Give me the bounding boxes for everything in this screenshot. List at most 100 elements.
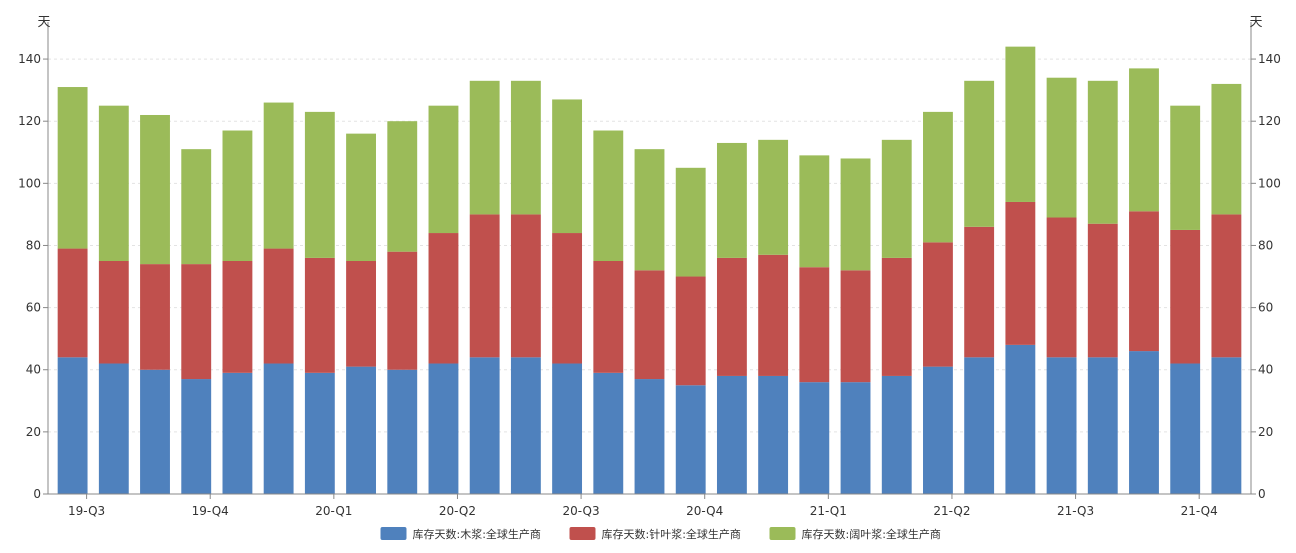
bar-segment-series-3 [552,99,583,234]
bar-segment-series-3 [387,121,418,252]
bar-segment-series-3 [469,80,500,215]
bar-segment-series-2 [840,270,871,383]
bar-segment-series-3 [964,80,995,227]
y-tick-label-right: 0 [1258,487,1266,501]
y-tick-label-left: 40 [26,363,41,377]
bar-segment-series-1 [510,357,541,494]
bar-segment-series-2 [304,257,335,373]
bar-segment-series-1 [552,363,583,494]
bar-segment-series-1 [1046,357,1077,494]
bar-segment-series-2 [964,226,995,358]
x-tick-label: 19-Q3 [68,504,105,518]
bar-segment-series-2 [593,261,624,373]
bar-segment-series-2 [1005,201,1036,345]
bar-segment-series-1 [1087,357,1118,494]
bar-segment-series-1 [840,382,871,494]
bar-segment-series-3 [181,149,212,265]
x-tick-label: 19-Q4 [192,504,229,518]
legend-label: 库存天数:木浆:全球生产商 [413,527,541,541]
y-tick-label-right: 100 [1258,176,1281,190]
bar-segment-series-3 [1005,46,1036,202]
y-axis-unit-right: 天 [1249,15,1262,30]
bar-segment-series-2 [222,261,253,373]
bar-segment-series-3 [98,105,129,261]
bar-segment-series-2 [1046,217,1077,358]
bar-segment-series-2 [552,233,583,364]
bar-segment-series-1 [758,375,789,494]
bar-segment-series-1 [263,363,294,494]
bar-segment-series-2 [140,264,170,370]
bar-segment-series-3 [510,80,541,215]
bar-segment-series-1 [140,369,170,494]
legend-swatch [569,527,596,540]
bar-segment-series-1 [222,372,253,494]
bar-segment-series-1 [1170,363,1201,494]
y-tick-label-left: 100 [18,176,41,190]
bar-segment-series-1 [428,363,459,494]
x-tick-label: 21-Q4 [1181,504,1218,518]
bar-segment-series-2 [181,264,212,380]
bar-segment-series-3 [428,105,459,234]
bar-segment-series-1 [181,379,212,494]
bar-segment-series-1 [387,369,418,494]
bar-segment-series-2 [469,214,500,358]
bar-segment-series-3 [758,139,789,255]
y-tick-label-left: 140 [18,52,41,66]
bar-segment-series-3 [1087,80,1118,224]
bar-segment-series-1 [593,372,624,494]
bar-segment-series-1 [304,372,335,494]
y-tick-label-right: 120 [1258,114,1281,128]
bar-segment-series-3 [675,167,706,277]
bar-segment-series-1 [716,375,747,494]
bar-segment-series-2 [634,270,665,380]
bar-segment-series-2 [387,251,418,370]
bar-segment-series-1 [923,366,953,494]
y-tick-label-right: 40 [1258,363,1273,377]
bar-segment-series-2 [1170,229,1201,364]
y-axis-unit-left: 天 [37,15,50,30]
bar-segment-series-1 [469,357,500,494]
bar-segment-series-3 [1170,105,1201,230]
x-tick-label: 21-Q2 [933,504,970,518]
bar-segment-series-2 [675,276,706,386]
bar-segment-series-2 [263,248,294,364]
bars [57,46,1242,494]
legend-swatch [380,527,407,540]
bar-segment-series-1 [57,357,88,494]
y-tick-label-left: 60 [26,301,41,315]
y-tick-label-right: 140 [1258,52,1281,66]
bar-segment-series-1 [881,375,912,494]
legend-swatch [769,527,796,540]
bar-segment-series-2 [98,261,129,364]
y-tick-label-right: 80 [1258,238,1273,252]
bar-segment-series-3 [634,149,665,271]
bar-segment-series-2 [510,214,541,358]
bar-segment-series-1 [675,385,706,494]
bar-segment-series-3 [263,102,294,249]
x-tick-label: 20-Q1 [315,504,352,518]
bar-segment-series-3 [840,158,871,271]
y-tick-label-left: 120 [18,114,41,128]
bar-segment-series-2 [758,254,789,376]
bar-segment-series-3 [304,111,335,258]
bar-segment-series-2 [1211,214,1242,358]
bar-segment-series-3 [346,133,376,261]
bar-segment-series-1 [346,366,376,494]
bar-segment-series-3 [1046,77,1077,218]
x-tick-label: 20-Q3 [563,504,600,518]
bar-segment-series-2 [1087,223,1118,358]
bar-segment-series-2 [346,261,376,367]
bar-segment-series-2 [881,257,912,376]
bar-segment-series-1 [964,357,995,494]
legend-label: 库存天数:阔叶浆:全球生产商 [802,527,941,541]
bar-segment-series-3 [881,139,912,258]
bar-segment-series-3 [593,130,624,261]
x-tick-label: 20-Q2 [439,504,476,518]
bar-segment-series-2 [799,267,830,383]
legend-label: 库存天数:针叶浆:全球生产商 [602,527,741,541]
bar-segment-series-1 [634,379,665,494]
bar-segment-series-3 [57,87,88,249]
bar-segment-series-3 [140,114,170,265]
